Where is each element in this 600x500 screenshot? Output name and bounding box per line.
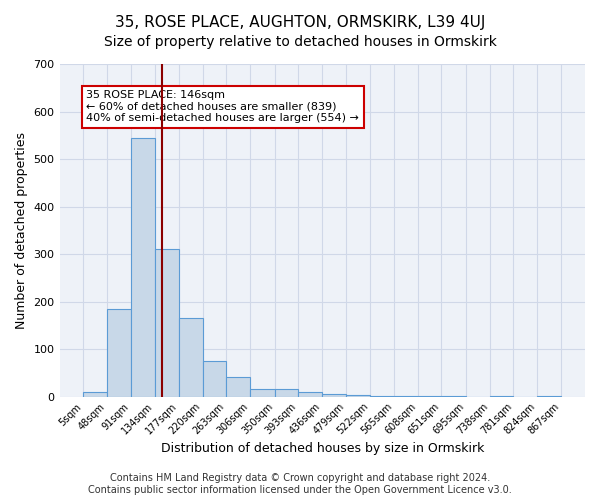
- Bar: [179, 318, 203, 396]
- Bar: [250, 388, 275, 396]
- Bar: [226, 376, 250, 396]
- Text: Size of property relative to detached houses in Ormskirk: Size of property relative to detached ho…: [104, 35, 496, 49]
- Bar: [203, 361, 226, 396]
- Bar: [322, 394, 346, 396]
- X-axis label: Distribution of detached houses by size in Ormskirk: Distribution of detached houses by size …: [161, 442, 484, 455]
- Bar: [107, 308, 131, 396]
- Y-axis label: Number of detached properties: Number of detached properties: [15, 132, 28, 329]
- Bar: [131, 138, 155, 396]
- Bar: [346, 395, 370, 396]
- Bar: [275, 388, 298, 396]
- Bar: [83, 392, 107, 396]
- Text: Contains HM Land Registry data © Crown copyright and database right 2024.
Contai: Contains HM Land Registry data © Crown c…: [88, 474, 512, 495]
- Text: 35 ROSE PLACE: 146sqm
← 60% of detached houses are smaller (839)
40% of semi-det: 35 ROSE PLACE: 146sqm ← 60% of detached …: [86, 90, 359, 124]
- Bar: [155, 250, 179, 396]
- Text: 35, ROSE PLACE, AUGHTON, ORMSKIRK, L39 4UJ: 35, ROSE PLACE, AUGHTON, ORMSKIRK, L39 4…: [115, 15, 485, 30]
- Bar: [298, 392, 322, 396]
